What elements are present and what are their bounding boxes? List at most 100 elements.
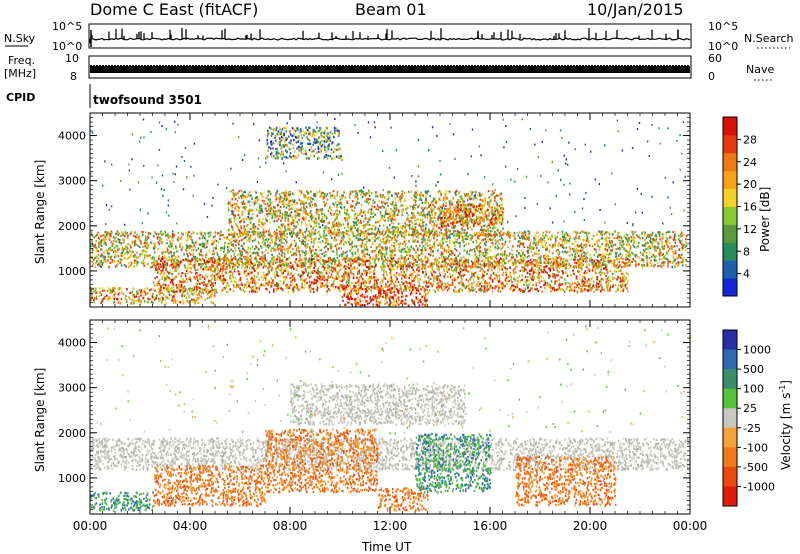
power-cell [565,231,568,234]
power-cell [394,263,397,266]
power-cell [357,248,359,251]
power-cell [229,242,232,245]
power-cell [518,289,520,292]
power-cell [234,247,236,250]
power-cell [250,288,253,291]
power-cell [233,270,236,273]
power-cell [552,266,554,270]
power-cell [305,270,307,273]
power-cell [583,280,585,283]
power-cell [162,293,165,297]
power-cell [413,230,416,233]
power-cell [117,259,119,262]
power-cell [295,252,297,255]
power-cell [310,260,313,263]
power-cell [262,233,265,236]
power-cell [172,296,174,299]
power-cell [210,231,213,234]
power-cell [414,234,416,237]
power-cell [415,288,418,292]
power-cell [427,259,430,262]
power-cell [393,242,396,245]
power-cell [100,244,103,247]
power-cell [109,298,112,301]
power-cell [442,242,444,245]
power-cell [650,264,653,267]
power-cell [609,250,612,254]
power-cell [569,265,572,268]
power-cell [414,258,417,262]
power-cell [596,232,598,235]
power-cell [461,237,464,240]
power-cell [181,293,184,296]
power-cell [245,236,247,239]
power-cell [412,240,415,243]
power-cell [350,262,353,265]
power-cell [498,242,500,245]
power-cell [400,268,402,271]
power-cell [564,250,566,253]
power-cell [305,236,307,239]
power-cell [621,261,624,264]
power-cell [593,253,595,257]
power-cell [278,260,281,263]
power-cell [327,247,329,250]
power-cell [391,259,394,263]
power-cell [221,246,223,249]
power-cell [358,261,360,264]
power-cell [161,255,164,259]
title-beam: Beam 01 [355,0,427,19]
power-cell [158,299,160,302]
power-cell [624,248,627,251]
power-cell [132,250,134,253]
power-cell [538,273,540,276]
power-cell [512,245,514,248]
power-cell [454,248,456,251]
power-cell [665,233,668,236]
power-cell [145,237,147,240]
power-cell [314,237,317,240]
power-cell [128,256,130,259]
power-cell [362,239,364,242]
power-cell [523,269,525,273]
power-cell [457,265,459,268]
power-cell [564,266,566,269]
power-cell [629,245,632,248]
power-cell [557,244,559,247]
power-cell [519,240,521,243]
power-cell [262,237,264,240]
power-cell [253,232,255,235]
power-cell [140,300,143,303]
power-cell [117,233,120,236]
power-cell [446,251,448,254]
power-cell [499,261,502,264]
power-cell [217,241,220,244]
power-cell [224,254,226,257]
power-cell [391,264,393,267]
power-cell [428,278,430,282]
power-cell [541,243,543,246]
power-cell [671,247,673,250]
power-cell [306,273,309,276]
power-cell [363,237,366,240]
power-cell [632,233,634,236]
power-cell [113,246,116,249]
power-cell [581,266,583,269]
power-cell [158,242,161,246]
power-cell [118,291,121,294]
power-cell [601,263,604,266]
power-cell [357,281,360,284]
power-cell [519,242,522,245]
power-cell [205,256,207,259]
power-cell [123,239,125,242]
power-cell [553,245,556,248]
power-cell [147,254,150,257]
power-cell [274,284,276,287]
power-cell [301,284,303,287]
power-cell [153,261,155,264]
power-cell [355,234,358,237]
power-cell [127,242,129,246]
power-cell [625,243,628,246]
power-cell [96,234,98,237]
power-cell [477,236,479,239]
